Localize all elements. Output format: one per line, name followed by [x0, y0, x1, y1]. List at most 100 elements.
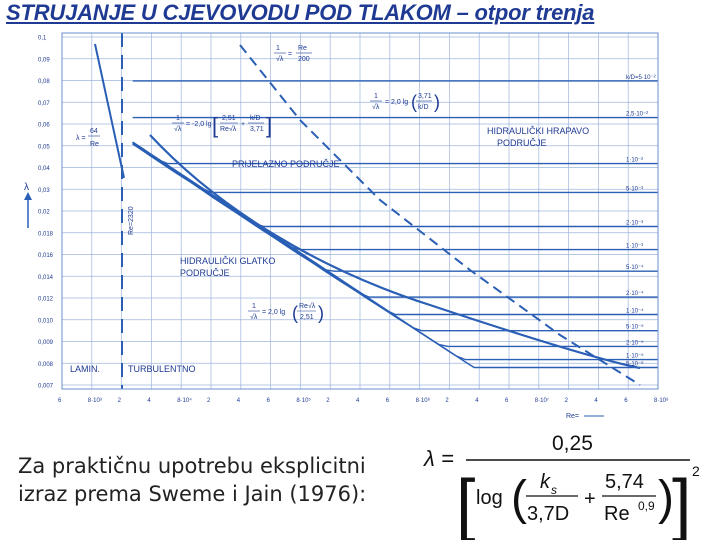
eq-smooth: 1 √λ = 2,0 lg ( Re√λ 2,51 ) [248, 302, 324, 323]
y-tick-label: 0,008 [38, 362, 54, 368]
formula-t2-exp: 0,9 [638, 499, 655, 513]
formula-plus: + [584, 488, 596, 510]
x-tick-label: 6 [267, 398, 271, 404]
x-tick-label: 8·10⁷ [535, 397, 549, 404]
y-axis-ticks: 0,1 0,09 0,08 0,07 0,06 0,05 0,04 0,03 0,02 0,018… [38, 36, 54, 390]
curve-label: 1·10⁻² [626, 158, 643, 164]
svg-text:= -2,0 lg: = -2,0 lg [186, 121, 212, 128]
region-smooth-2: PODRUČJE [180, 268, 230, 278]
y-tick-label: 0,1 [38, 36, 47, 42]
region-rough-2: PODRUČJE [497, 138, 547, 148]
formula-t1-num: k [540, 471, 551, 493]
svg-text:√λ: √λ [372, 103, 380, 111]
svg-text:[: [ [212, 113, 218, 138]
y-tick-label: 0,08 [38, 79, 50, 85]
formula-power: 2 [692, 463, 700, 479]
formula-paren-left: ( [511, 472, 527, 525]
friction-curve [132, 141, 658, 361]
eq-laminar: λ = 64 Re [76, 128, 100, 148]
curve-label: 5·10⁻³ [626, 186, 643, 192]
svg-text:): ) [434, 92, 440, 112]
curve-label: 1·10⁻⁴ [626, 307, 644, 314]
y-tick-label: 0,018 [38, 231, 54, 237]
svg-text:): ) [318, 303, 324, 323]
smooth-pipe-line [149, 134, 641, 370]
swamee-jain-formula: λ = 0,25 [ log ( k s 3,7D + 5,74 Re 0,9 … [423, 432, 700, 540]
y-tick-label: 0,010 [38, 318, 54, 324]
lambda-arrow-head [24, 192, 32, 200]
y-tick-label: 0,05 [38, 144, 50, 150]
region-laminar: LAMIN. [70, 364, 100, 374]
grid [61, 33, 659, 389]
x-tick-label: 4 [594, 398, 598, 404]
svg-text:k/D: k/D [418, 104, 429, 111]
svg-text:1: 1 [176, 115, 180, 122]
region-smooth-1: HIDRAULIČKI GLATKO [180, 256, 275, 266]
svg-text:+: + [241, 121, 245, 128]
caption: Za praktičnu upotrebu eksplicitni izraz … [18, 452, 366, 508]
critical-re-label: Re=2320 [128, 206, 135, 235]
svg-text:64: 64 [90, 128, 98, 135]
svg-text:Re√λ: Re√λ [220, 125, 237, 133]
svg-text:]: ] [266, 113, 272, 138]
curve-label: 5·10⁻⁶ [626, 361, 644, 368]
formula-log: log [476, 487, 503, 509]
y-tick-label: 0,012 [38, 297, 54, 303]
x-tick-label: 6 [58, 398, 62, 404]
formula-t1-den: 3,7D [527, 503, 569, 525]
x-tick-label: 4 [147, 398, 151, 404]
svg-text:Re√λ: Re√λ [299, 302, 316, 310]
y-tick-label: 0,014 [38, 275, 54, 281]
x-tick-label: 6 [505, 398, 509, 404]
svg-text:3,71: 3,71 [418, 93, 432, 100]
x-tick-label: 8·10⁴ [177, 397, 192, 404]
svg-text:= 2,0 lg: = 2,0 lg [262, 309, 285, 316]
formula-t1-sub: s [551, 483, 557, 497]
laminar-line [94, 43, 125, 179]
eq-rough: 1 √λ = 2,0 lg ( 3,71 k/D ) [370, 92, 440, 112]
x-tick-label: 2 [118, 398, 122, 404]
svg-text:3,71: 3,71 [250, 126, 264, 133]
y-tick-label: 0,016 [38, 253, 54, 259]
x-tick-label: 4 [475, 398, 479, 404]
curve-label: k/D=5·10⁻² [626, 75, 656, 81]
formula-bracket-right: ] [672, 465, 691, 540]
x-tick-label: 2 [445, 398, 449, 404]
svg-text:2,51: 2,51 [222, 115, 236, 122]
moody-diagram: 0,1 0,09 0,08 0,07 0,06 0,05 0,04 0,03 0,02 0,018… [24, 32, 669, 420]
svg-text:1: 1 [276, 45, 280, 52]
friction-curve [132, 141, 658, 316]
x-tick-label: 4 [356, 398, 360, 404]
x-tick-label: 8·10⁸ [654, 397, 669, 404]
caption-line-2: izraz prema Sweme i Jain (1976): [18, 482, 367, 506]
region-rough-1: HIDRAULIČKI HRAPAVO [487, 126, 589, 136]
friction-curve [132, 141, 658, 332]
formula-numerator: 0,25 [552, 432, 593, 455]
svg-text:Re: Re [90, 141, 99, 148]
page-title: STRUJANJE U CJEVOVODU POD TLAKOM – otpor… [6, 0, 595, 25]
x-tick-label: 4 [237, 398, 241, 404]
x-tick-label: 2 [565, 398, 569, 404]
formula-t2-den: Re [604, 503, 630, 525]
y-tick-label: 0,009 [38, 340, 54, 346]
curve-label: 2·10⁻³ [626, 221, 643, 227]
friction-curve [132, 143, 658, 165]
svg-text:200: 200 [298, 56, 310, 63]
svg-text:1: 1 [374, 93, 378, 100]
svg-text:k/D: k/D [250, 115, 261, 122]
friction-curve [132, 142, 658, 251]
region-transition: PRIJELAZNO PODRUČJE [232, 159, 340, 169]
x-tick-label: 6 [386, 398, 390, 404]
svg-text:1: 1 [252, 303, 256, 310]
caption-line-1: Za praktičnu upotrebu eksplicitni [18, 454, 366, 478]
y-tick-label: 0,02 [38, 210, 50, 216]
curve-labels: k/D=5·10⁻² 2,5·10⁻² 1·10⁻² 5·10⁻³ 2·10⁻³ 1·10… [626, 75, 656, 368]
curve-label: 1·10⁻³ [626, 244, 643, 250]
friction-curve [132, 141, 658, 272]
curve-label: 1·10⁻⁵ [626, 353, 644, 360]
svg-text:√λ: √λ [276, 55, 284, 63]
x-axis-ticks: 6 8·10³ 2 4 8·10⁴ 2 4 6 8·10⁵ 2 4 6 8·10⁶ 2 4 6 8·10⁷ 2 4 6… [58, 397, 669, 404]
y-tick-label: 0,04 [38, 166, 50, 172]
svg-text:Re: Re [298, 45, 307, 52]
x-tick-label: 8·10⁵ [296, 397, 311, 404]
